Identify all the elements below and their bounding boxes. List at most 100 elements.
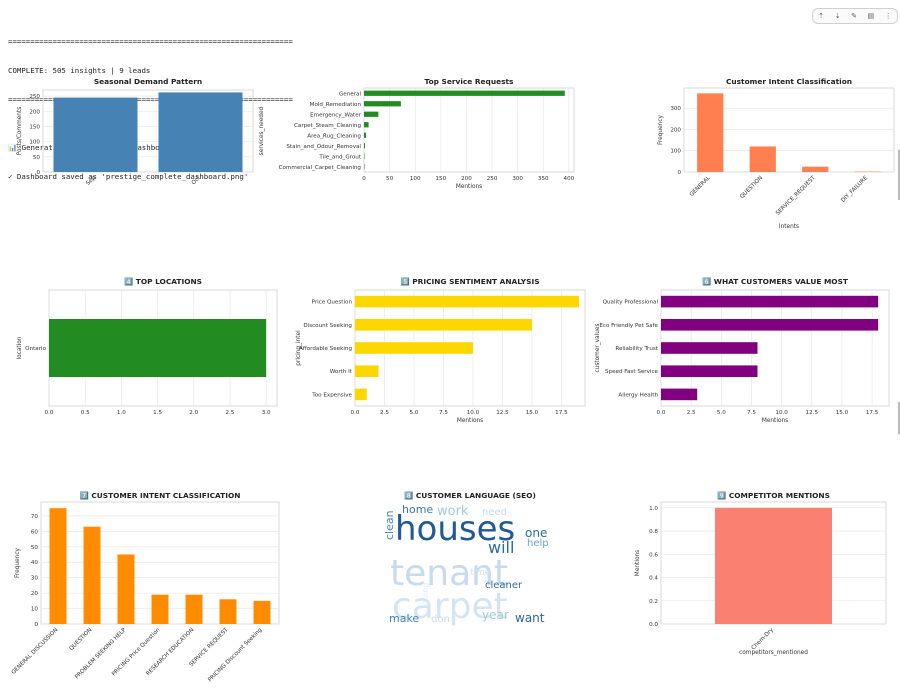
y-tick-label: 10: [31, 607, 39, 613]
x-tick-label: 0: [362, 176, 366, 182]
x-tick-label: 2.5: [225, 410, 234, 416]
x-tick-label: 0.0: [45, 410, 54, 416]
bar: [364, 122, 369, 128]
y-axis-label: Frequency: [658, 114, 664, 145]
move-down-icon[interactable]: ⇣: [834, 12, 841, 20]
y-tick-label: Reliability Trust: [615, 346, 658, 352]
y-tick-label: 100: [670, 149, 681, 155]
y-tick-label: 0: [677, 170, 681, 176]
wordcloud-word: will: [488, 538, 514, 557]
move-up-icon[interactable]: ⇡: [818, 12, 825, 20]
edit-icon[interactable]: ✎: [851, 12, 857, 20]
x-tick-label: 1.0: [117, 410, 126, 416]
y-tick-label: 300: [670, 106, 681, 112]
y-tick-label: 150: [29, 124, 40, 130]
y-tick-label: General: [339, 91, 361, 97]
chart-title: 8️⃣ CUSTOMER LANGUAGE (SEO): [404, 491, 536, 500]
wordcloud-word: want: [515, 611, 545, 625]
chart-c6: 6️⃣ WHAT CUSTOMERS VALUE MOST 0.0 2.5 5.0 7.…: [595, 277, 890, 424]
y-tick-label: 1.0: [649, 506, 658, 512]
x-tick-label: 7.5: [439, 410, 448, 416]
bar: [355, 319, 532, 331]
bar: [53, 97, 138, 172]
x-tick-label: 350: [538, 176, 549, 182]
bar: [715, 507, 832, 624]
y-tick-label: 200: [670, 127, 681, 133]
cell-toolbar: ⇡ ⇣ ✎ ▤ ⋮: [812, 8, 898, 24]
bar: [661, 295, 879, 308]
bar: [185, 594, 203, 624]
y-tick-label: Quality Professional: [603, 300, 659, 306]
y-tick-label: Too Expensive: [311, 392, 352, 398]
bar: [49, 319, 267, 377]
x-tick-label: 17.5: [866, 410, 879, 416]
x-tick-label: 5.0: [717, 410, 726, 416]
y-tick-label: 200: [29, 109, 40, 115]
y-tick-label: 0.8: [649, 529, 658, 535]
bar: [364, 164, 365, 170]
wordcloud-word: tenant: [390, 553, 508, 594]
x-tick-label: 150: [435, 176, 446, 182]
y-tick-label: Price Question: [312, 300, 353, 306]
bar: [661, 319, 879, 331]
y-tick-label: 0.4: [649, 576, 658, 582]
y-tick-label: Allergy Health: [618, 392, 658, 398]
x-tick-label: QUESTION: [739, 175, 764, 200]
x-tick-label: 0.0: [657, 410, 666, 416]
x-axis-label: Mentions: [762, 418, 788, 424]
x-tick-label: 10.0: [775, 410, 788, 416]
chart-c7: 7️⃣ CUSTOMER INTENT CLASSIFICATION 0 10 20 3…: [11, 491, 280, 683]
bar: [253, 600, 271, 624]
x-tick-label: 12.5: [496, 410, 509, 416]
x-axis-label: Intents: [779, 224, 799, 230]
x-tick-label: Sep: [85, 175, 97, 187]
scroll-indicator[interactable]: [898, 150, 900, 200]
chart-c1: Seasonal Demand Pattern 0 50 100 150 200 250 Se…: [17, 77, 265, 187]
y-tick-label: 50: [31, 545, 39, 551]
bar: [355, 295, 580, 308]
x-tick-label: 2.5: [687, 410, 696, 416]
y-tick-label: Tile_and_Grout: [318, 154, 361, 160]
y-tick-label: 60: [31, 529, 39, 535]
x-tick-label: 100: [410, 176, 421, 182]
y-axis-label: Frequency: [15, 547, 21, 578]
chart-title: Top Service Requests: [425, 77, 514, 86]
console-line: ✓ Dashboard saved as 'prestige_complete_…: [8, 171, 249, 181]
scroll-indicator[interactable]: [898, 402, 900, 434]
x-tick-label: 15.0: [526, 410, 539, 416]
bar: [364, 101, 401, 107]
y-axis-label: pricing_intel: [296, 330, 302, 366]
y-tick-label: 0.2: [649, 599, 658, 605]
y-tick-label: Commercial_Carpet_Cleaning: [279, 165, 362, 171]
wordcloud-word: one: [525, 526, 547, 540]
y-axis-label: location: [17, 336, 23, 359]
x-tick-label: 400: [564, 176, 575, 182]
bar: [697, 93, 724, 172]
wordcloud-word: help: [527, 538, 549, 549]
y-tick-label: 100: [29, 140, 40, 146]
console-line: ========================================…: [8, 37, 293, 47]
wordcloud-word: year: [482, 608, 509, 622]
bar: [661, 365, 758, 377]
more-options-icon[interactable]: ⋮: [884, 12, 892, 20]
x-tick-label: 3.0: [262, 410, 271, 416]
wordcloud-area: [385, 502, 555, 624]
wordcloud-word: carpet: [392, 586, 508, 627]
wordcloud-word: need: [482, 507, 507, 518]
chart-c4: 4️⃣ TOP LOCATIONS 0.0 0.5 1.0 1.5 2.0 2.5 3.0 On…: [17, 277, 278, 416]
wordcloud-word: work: [437, 504, 469, 519]
x-tick-label: 2.5: [380, 410, 389, 416]
wordcloud-word: cleaner: [485, 580, 523, 591]
y-tick-label: Area_Rug_Cleaning: [307, 133, 361, 139]
x-axis-label: Mentions: [456, 184, 482, 190]
y-tick-label: 30: [31, 576, 39, 582]
chart-c3: Customer Intent Classification 0 100 200 300…: [658, 77, 895, 230]
bar: [364, 111, 379, 117]
x-tick-label: 17.5: [555, 410, 568, 416]
format-icon[interactable]: ▤: [867, 12, 875, 20]
y-tick-label: Affordable Seeking: [299, 346, 352, 352]
chart-title: Customer Intent Classification: [726, 77, 852, 86]
chart-c8: 8️⃣ CUSTOMER LANGUAGE (SEO)housestenantc…: [383, 491, 555, 627]
y-tick-label: 50: [33, 155, 41, 161]
